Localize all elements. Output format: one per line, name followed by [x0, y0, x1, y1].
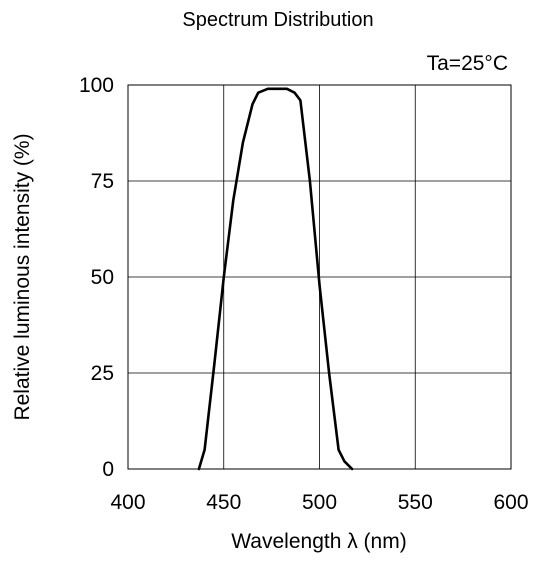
y-tick-label: 50 [91, 266, 114, 289]
y-tick-label: 0 [102, 458, 114, 481]
condition-label: Ta=25°C [427, 52, 508, 75]
x-tick-label: 550 [398, 491, 433, 514]
x-tick-label: 500 [302, 491, 337, 514]
chart-title: Spectrum Distribution [182, 9, 373, 31]
y-axis-label: Relative luminous intensity (%) [11, 133, 34, 420]
x-tick-label: 600 [493, 491, 528, 514]
x-axis-label: Wavelength λ (nm) [231, 530, 406, 553]
series-line [199, 89, 352, 469]
y-tick-label: 25 [91, 362, 114, 385]
y-tick-label: 75 [91, 170, 114, 193]
y-tick-label: 100 [79, 74, 114, 97]
x-tick-label: 450 [206, 491, 241, 514]
series-group [199, 89, 352, 469]
tick-labels: 400 450 500 550 600 0 25 50 75 100 [79, 74, 529, 514]
x-tick-label: 400 [110, 491, 145, 514]
